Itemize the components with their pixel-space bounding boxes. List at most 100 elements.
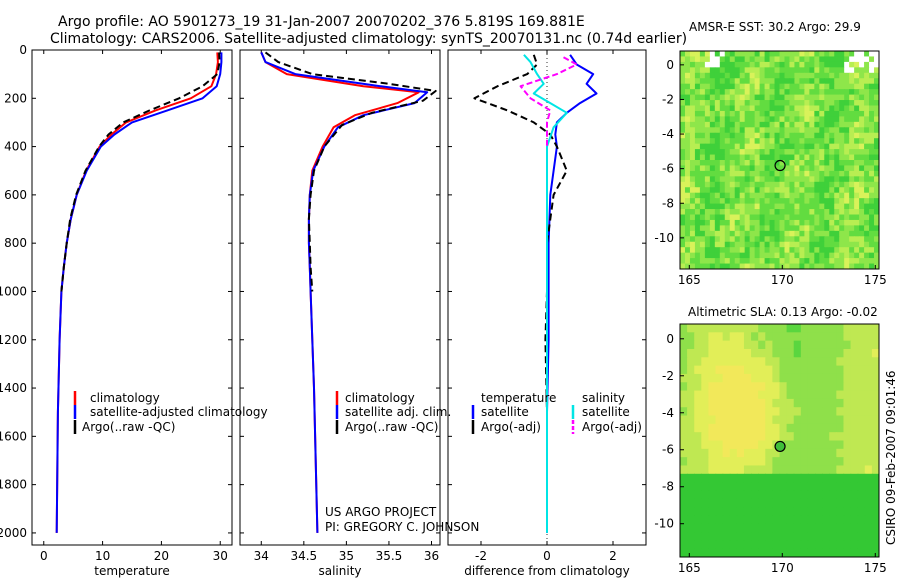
map-cell <box>819 181 825 188</box>
map-cell <box>714 192 721 199</box>
map-cell <box>715 332 724 342</box>
map-cell <box>779 247 786 254</box>
map-cell <box>807 340 816 350</box>
map-cell <box>834 94 840 101</box>
map-cell <box>680 252 686 259</box>
map-cell <box>724 236 731 243</box>
map-cell <box>739 154 746 161</box>
map-cell <box>754 209 761 216</box>
map-cell <box>871 498 879 508</box>
map-cell <box>799 67 805 74</box>
map-cell <box>754 198 761 205</box>
map-cell <box>729 105 736 112</box>
map-cell <box>772 457 781 467</box>
map-cell <box>751 532 759 541</box>
map-cell <box>784 149 791 156</box>
map-cell <box>786 382 795 392</box>
map-cell <box>684 258 691 265</box>
map-cell <box>772 540 781 550</box>
map-cell <box>719 110 726 117</box>
map-cell <box>680 51 686 58</box>
map-cell <box>680 72 686 79</box>
map-cell <box>694 490 702 500</box>
map-cell <box>834 198 840 205</box>
map-cell <box>729 415 738 425</box>
map-cell <box>758 432 766 442</box>
x-tick-label: 35.5 <box>376 549 403 563</box>
map-cell <box>751 482 759 492</box>
map-cell <box>714 51 721 58</box>
map-cell <box>829 83 835 90</box>
map-cell <box>809 219 815 226</box>
map-cell <box>849 170 855 177</box>
map-cell <box>843 373 852 383</box>
map-cell <box>744 263 751 269</box>
map-cell <box>708 457 717 467</box>
map-cell <box>694 100 701 107</box>
map-cell <box>794 209 800 216</box>
series-salinity-argo-adj <box>519 56 578 147</box>
map-cell <box>764 214 771 221</box>
map-cell <box>849 258 855 265</box>
map-cell <box>857 398 866 408</box>
map-cell <box>864 465 873 475</box>
map-cell <box>714 258 721 265</box>
map-cell <box>799 94 805 101</box>
map-cell <box>784 78 791 85</box>
map-cell <box>739 72 746 79</box>
map-cell <box>843 407 852 417</box>
map-cell <box>859 127 865 134</box>
map-cell <box>864 116 870 123</box>
map-cell <box>722 548 731 557</box>
legend-label-argo: Argo(..raw -QC) <box>345 420 438 434</box>
map-cell <box>800 507 809 516</box>
map-cell <box>751 548 759 557</box>
map-cell <box>809 154 815 161</box>
map-cell <box>694 110 701 117</box>
map-cell <box>751 507 759 516</box>
map-cell <box>704 258 711 265</box>
map-cell <box>719 78 726 85</box>
map-cell <box>800 548 809 557</box>
map-cell <box>724 160 731 167</box>
map-cell <box>839 181 845 188</box>
map-cell <box>684 214 691 221</box>
map-cell <box>789 176 796 183</box>
map-cell <box>701 457 710 467</box>
map-cell <box>807 398 816 408</box>
map-cell <box>836 373 845 383</box>
map-cell <box>704 121 711 128</box>
map-cell <box>819 230 825 237</box>
map-cell <box>722 432 731 442</box>
map-cell <box>809 143 815 150</box>
map-cell <box>709 110 716 117</box>
map-cell <box>857 465 866 475</box>
map-cell <box>854 203 860 210</box>
map-cell <box>774 138 781 145</box>
map-cell <box>794 192 800 199</box>
map-cell <box>844 181 850 188</box>
map-cell <box>680 132 686 139</box>
map-cell <box>834 105 840 112</box>
map-cell <box>765 457 773 467</box>
map-cell <box>704 241 711 248</box>
series-argo-raw-qc <box>264 51 437 292</box>
map-cell <box>734 94 741 101</box>
map-cell <box>815 432 823 442</box>
map-cell <box>829 89 835 96</box>
map-cell <box>744 78 751 85</box>
map-cell <box>864 457 873 467</box>
map-cell <box>819 192 825 199</box>
map-cell <box>807 507 816 516</box>
map-cell <box>779 382 788 392</box>
temperature-legend: climatology satellite-adjusted climatolo… <box>73 391 268 434</box>
map-cell <box>715 423 724 433</box>
y-tick-label: -2 <box>662 369 674 383</box>
legend-label-temperature-argo: Argo(-adj) <box>481 420 541 434</box>
map-cell <box>699 181 706 188</box>
map-cell <box>759 105 766 112</box>
map-cell <box>815 482 823 492</box>
map-cell <box>814 138 820 145</box>
map-cell <box>694 61 701 68</box>
map-cell <box>809 160 815 167</box>
